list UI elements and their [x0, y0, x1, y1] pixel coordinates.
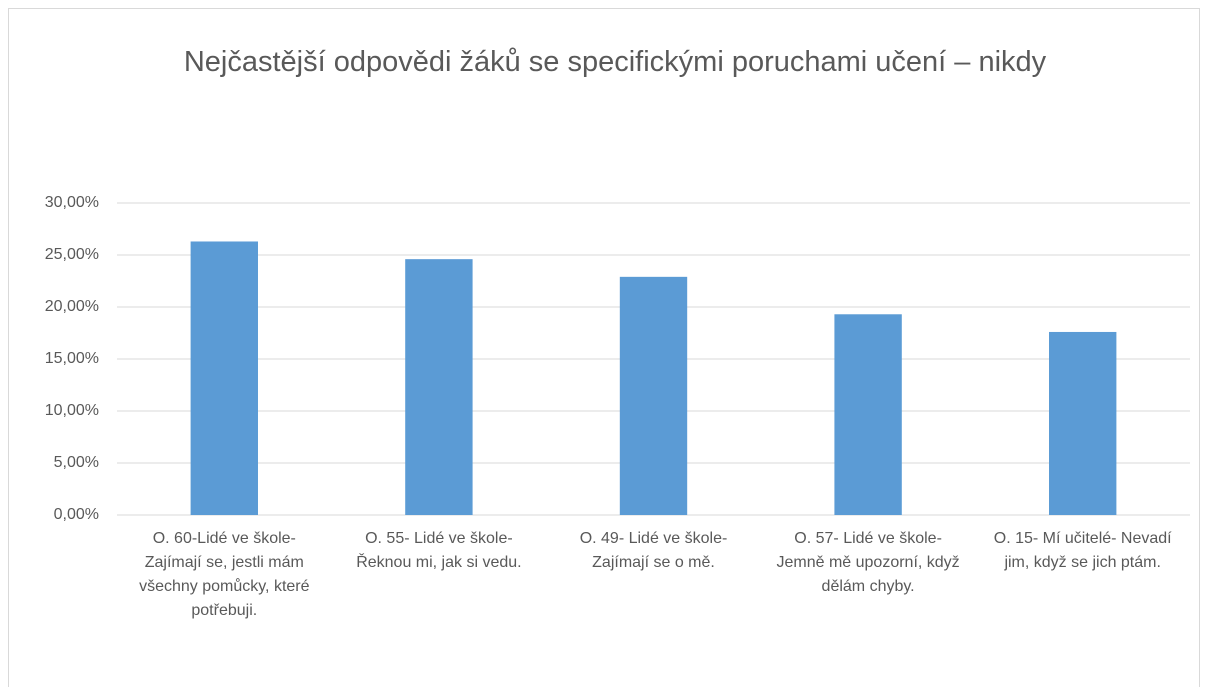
x-tick-label: O. 57- Lidé ve škole- Jemně mě upozorní,… — [776, 530, 960, 595]
y-tick-label: 30,00% — [45, 194, 99, 211]
bar — [1049, 331, 1117, 515]
y-tick-label: 10,00% — [45, 402, 99, 419]
y-tick-label: 20,00% — [45, 298, 99, 315]
chart-border — [8, 8, 1200, 687]
y-tick-label: 0,00% — [54, 506, 99, 523]
y-tick-label: 25,00% — [45, 246, 99, 263]
bar — [190, 241, 258, 516]
x-tick-label: O. 60-Lidé ve škole- Zajímají se, jestli… — [139, 530, 310, 619]
y-tick-label: 5,00% — [54, 454, 99, 471]
bar — [619, 276, 688, 515]
x-tick-label: O. 55- Lidé ve škole- Řeknou mi, jak si … — [356, 530, 522, 571]
chart-title: Nejčastější odpovědi žáků se specifickým… — [183, 46, 1047, 78]
bar — [834, 314, 902, 515]
x-tick-label: O. 49- Lidé ve škole- Zajímají se o mě. — [579, 530, 728, 571]
x-tick-label: O. 15- Mí učitelé- Nevadí jim, když se j… — [993, 530, 1172, 571]
bar — [405, 259, 473, 515]
y-tick-label: 15,00% — [45, 350, 99, 367]
